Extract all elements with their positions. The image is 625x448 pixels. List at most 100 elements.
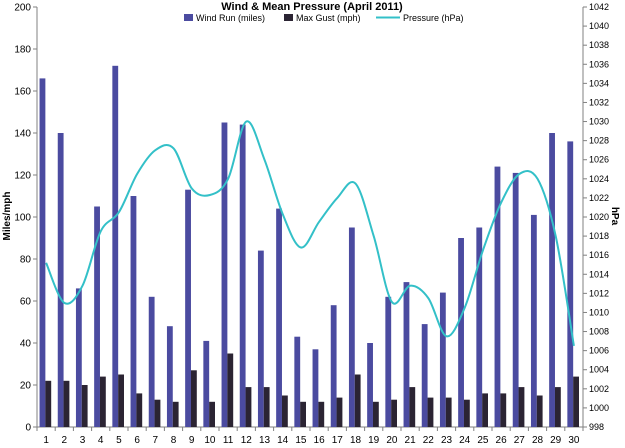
y-tick-label: 20 <box>20 381 32 392</box>
wind-run-bar <box>203 340 210 427</box>
max-gust-bar <box>263 387 270 427</box>
max-gust-bar <box>554 387 561 427</box>
max-gust-bar <box>463 399 470 427</box>
y-tick-label: 80 <box>20 255 32 266</box>
x-tick-label: 16 <box>314 435 326 446</box>
wind-run-bar <box>239 124 246 427</box>
y2-tick-label: 1014 <box>589 269 609 279</box>
max-gust-bar <box>154 399 161 427</box>
y-axis-label: Miles/mph <box>2 192 13 241</box>
wind-run-bar <box>403 282 410 427</box>
wind-run-bar <box>257 250 264 427</box>
x-tick-label: 1 <box>43 435 49 446</box>
max-gust-bar <box>336 397 343 427</box>
y2-tick-label: 1022 <box>589 193 609 203</box>
y2-tick-label: 1036 <box>589 59 609 69</box>
wind-run-bar <box>567 141 574 427</box>
x-tick-label: 14 <box>277 435 289 446</box>
y2-tick-label: 1034 <box>589 78 609 88</box>
x-tick-label: 19 <box>368 435 380 446</box>
max-gust-bar <box>482 393 488 427</box>
max-gust-bar <box>518 387 525 427</box>
chart-title: Wind & Mean Pressure (April 2011) <box>221 1 403 13</box>
x-tick-label: 26 <box>496 435 508 446</box>
y2-axis-label: hPa <box>609 207 620 226</box>
wind-run-bar <box>421 324 428 427</box>
y-tick-label: 120 <box>14 171 31 182</box>
y-tick-label: 0 <box>25 423 31 434</box>
max-gust-bar <box>573 376 579 427</box>
y-tick-label: 200 <box>14 3 31 14</box>
wind-run-bar <box>221 122 228 427</box>
y2-tick-label: 1000 <box>589 403 609 413</box>
max-gust-bar <box>372 401 379 427</box>
y2-tick-label: 1008 <box>589 327 609 337</box>
y2-tick-label: 1012 <box>589 288 609 298</box>
wind-run-bar <box>530 214 537 427</box>
y2-tick-label: 1004 <box>589 365 609 375</box>
max-gust-bar <box>209 401 215 427</box>
wind-run-bar <box>476 227 483 427</box>
max-gust-bar <box>227 353 234 427</box>
y2-tick-label: 1006 <box>589 346 609 356</box>
max-gust-bar <box>500 393 507 427</box>
x-tick-label: 11 <box>223 435 234 446</box>
y2-tick-label: 1038 <box>589 40 609 50</box>
x-tick-label: 17 <box>332 435 344 446</box>
max-gust-bar <box>245 387 252 427</box>
y2-tick-label: 1002 <box>589 384 609 394</box>
wind-run-bar <box>130 196 137 427</box>
x-tick-label: 30 <box>568 435 580 446</box>
x-tick-label: 15 <box>295 435 307 446</box>
legend-label-max-gust: Max Gust (mph) <box>296 13 361 23</box>
plot-area: 0204060801001201401601802009981000100210… <box>14 2 609 446</box>
wind-run-bar <box>94 206 100 427</box>
max-gust-bar <box>136 393 143 427</box>
x-tick-label: 25 <box>477 435 489 446</box>
y2-tick-label: 1020 <box>589 212 609 222</box>
x-tick-label: 5 <box>116 435 122 446</box>
max-gust-bar <box>63 380 70 427</box>
y2-tick-label: 1024 <box>589 174 609 184</box>
x-tick-label: 18 <box>350 435 362 446</box>
wind-run-bar <box>276 208 282 427</box>
wind-run-bar <box>458 238 464 427</box>
y2-tick-label: 1030 <box>589 117 609 127</box>
max-gust-bar <box>445 397 452 427</box>
wind-run-bar <box>39 78 46 428</box>
x-tick-label: 3 <box>80 435 86 446</box>
pressure-line <box>45 120 575 347</box>
x-tick-label: 8 <box>171 435 177 446</box>
y-tick-label: 140 <box>14 129 31 140</box>
max-gust-bar <box>118 374 124 427</box>
wind-run-bar <box>312 349 319 427</box>
wind-run-bar <box>385 296 392 427</box>
y-tick-label: 60 <box>20 297 32 308</box>
max-gust-bar <box>99 376 106 427</box>
y2-tick-label: 1026 <box>589 155 609 165</box>
wind-run-bar <box>330 305 337 427</box>
max-gust-bar <box>536 395 543 427</box>
y2-tick-label: 1032 <box>589 97 609 107</box>
wind-run-bar <box>148 296 155 427</box>
wind-run-bar <box>57 133 64 427</box>
wind-run-bar <box>112 65 119 428</box>
legend-swatch-max-gust <box>284 14 293 21</box>
legend-label-pressure: Pressure (hPa) <box>403 13 464 23</box>
x-tick-label: 12 <box>241 435 253 446</box>
wind-run-bar <box>348 227 355 427</box>
max-gust-bar <box>281 395 288 427</box>
x-tick-label: 4 <box>98 435 104 446</box>
x-tick-label: 29 <box>550 435 562 446</box>
wind-run-bar <box>439 292 446 427</box>
max-gust-bar <box>318 401 325 427</box>
max-gust-bar <box>172 401 179 427</box>
wind-run-bar <box>367 343 373 427</box>
y2-tick-label: 1010 <box>589 307 609 317</box>
y2-tick-label: 1040 <box>589 21 609 31</box>
max-gust-bar <box>81 385 88 427</box>
x-tick-label: 23 <box>441 435 453 446</box>
x-tick-label: 20 <box>386 435 398 446</box>
wind-run-bar <box>549 133 555 427</box>
x-tick-label: 6 <box>134 435 140 446</box>
